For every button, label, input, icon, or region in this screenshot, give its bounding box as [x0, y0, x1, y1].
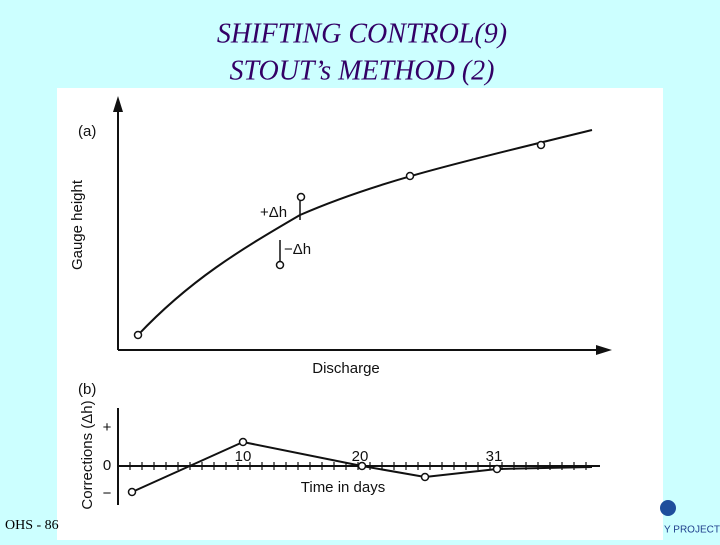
arrow — [113, 96, 123, 112]
point — [357, 461, 367, 471]
x-tick-label: 31 — [486, 448, 503, 465]
point — [420, 472, 430, 482]
delta-label: −Δh — [284, 241, 311, 258]
rating-curve — [137, 129, 593, 336]
x-tick-label: 10 — [235, 448, 252, 465]
x-axis-label: Discharge — [312, 360, 380, 377]
correction-line — [131, 440, 593, 493]
panel-b: (b) Corrections (Δh) + 0 − 10 20 31 Time… — [78, 381, 600, 510]
point — [133, 330, 143, 340]
panel-label: (b) — [78, 381, 96, 398]
logo-text: Y PROJECT — [664, 525, 720, 536]
point — [536, 140, 546, 150]
y-mark: + — [103, 419, 112, 436]
logo-mark — [660, 500, 676, 516]
x-tick-label: 20 — [352, 448, 369, 465]
title-line: SHIFTING CONTROL(9) — [217, 18, 507, 49]
title-line: STOUT’s METHOD (2) — [229, 55, 494, 86]
point — [127, 487, 137, 497]
arrow — [596, 345, 612, 355]
point — [405, 171, 415, 181]
point — [296, 192, 306, 202]
y-mark: 0 — [103, 457, 111, 474]
y-axis-label: Corrections (Δh) — [79, 400, 96, 509]
panel-a: (a) Gauge height Discharge +Δh −Δh — [69, 96, 612, 377]
footer: OHS - 86 — [5, 518, 59, 533]
y-axis-label: Gauge height — [69, 179, 86, 270]
delta-label: +Δh — [260, 204, 287, 221]
y-mark: − — [103, 485, 112, 502]
day-ticks — [129, 462, 587, 470]
panel-label: (a) — [78, 123, 96, 140]
point — [238, 437, 248, 447]
figure-background — [57, 88, 663, 540]
x-axis-label: Time in days — [301, 479, 385, 496]
point — [492, 464, 502, 474]
point — [275, 260, 285, 270]
